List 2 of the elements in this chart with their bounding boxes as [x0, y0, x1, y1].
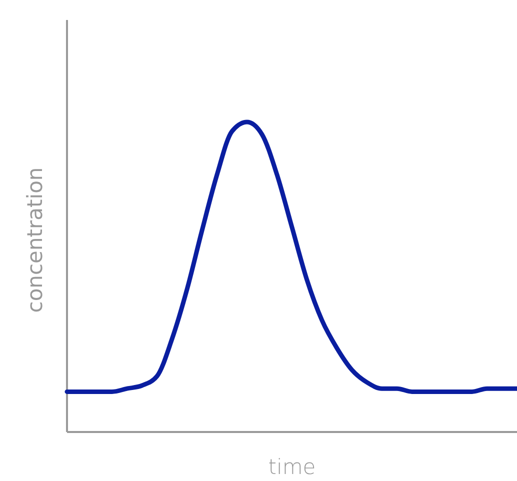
- x-axis-title: time: [268, 455, 316, 479]
- y-axis-title: concentration: [23, 167, 47, 313]
